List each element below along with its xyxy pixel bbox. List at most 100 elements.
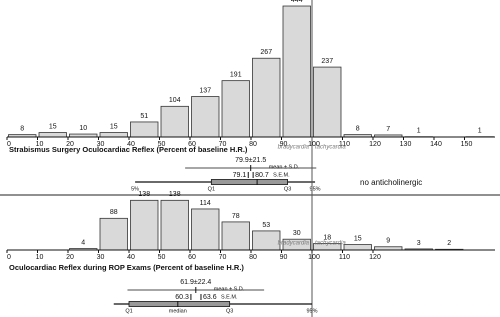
box bbox=[210, 179, 289, 185]
bar bbox=[191, 96, 220, 138]
x-tick-label: 130 bbox=[400, 141, 412, 148]
x-tick-label: 80 bbox=[249, 141, 257, 148]
percentile-label: Q3 bbox=[284, 186, 291, 192]
x-tick-label: 90 bbox=[280, 141, 288, 148]
bar-label: 53 bbox=[262, 222, 270, 229]
bar bbox=[130, 199, 159, 251]
x-tick-label: 120 bbox=[369, 141, 381, 148]
annotation: bradycardia bbox=[278, 145, 310, 151]
bar bbox=[252, 57, 281, 138]
percentile-label: 95% bbox=[306, 308, 317, 314]
x-tick-label: 150 bbox=[461, 141, 473, 148]
x-tick-label: 60 bbox=[188, 254, 196, 261]
mean-caption: mean ± S.D. bbox=[214, 286, 245, 292]
sem-label: 80.7 bbox=[255, 172, 269, 179]
x-tick-label: 10 bbox=[36, 254, 44, 261]
x-tick-label: 40 bbox=[127, 254, 135, 261]
x-tick-label: 110 bbox=[339, 254, 350, 261]
x-tick-label: 120 bbox=[369, 254, 381, 261]
bar bbox=[160, 105, 189, 138]
percentile-label: median bbox=[169, 308, 187, 314]
x-tick-label: 0 bbox=[7, 254, 11, 261]
mean-label: 79.9±21.5 bbox=[235, 157, 266, 164]
note: no anticholinergic bbox=[360, 178, 422, 187]
x-tick-label: 70 bbox=[219, 141, 227, 148]
sem-label: 60.3 bbox=[175, 294, 189, 301]
bar-label: 8 bbox=[20, 125, 24, 132]
percentile-label: 5% bbox=[131, 186, 139, 192]
bar-label: 191 bbox=[230, 71, 242, 78]
sem-caption: S.E.M. bbox=[221, 294, 238, 300]
annotation: tachycardia bbox=[315, 145, 346, 151]
percentile-label: 95% bbox=[310, 186, 321, 192]
bar bbox=[99, 132, 128, 138]
bar-label: 444 bbox=[291, 0, 303, 4]
bar-label: 78 bbox=[232, 213, 240, 220]
bar-label: 15 bbox=[49, 123, 57, 130]
x-tick-label: 0 bbox=[7, 141, 11, 148]
bar bbox=[252, 230, 281, 251]
x-tick-label: 30 bbox=[97, 141, 105, 148]
bar-label: 10 bbox=[79, 125, 87, 132]
bar-label: 3 bbox=[417, 240, 421, 247]
x-tick-label: 40 bbox=[127, 141, 135, 148]
bar-label: 137 bbox=[199, 87, 211, 94]
bar bbox=[99, 217, 128, 251]
bar-label: 8 bbox=[356, 125, 360, 132]
percentile-label: Q1 bbox=[208, 186, 215, 192]
bar-label: 138 bbox=[169, 191, 181, 198]
sem-label: 79.1 bbox=[233, 172, 247, 179]
x-tick-label: 100 bbox=[308, 254, 320, 261]
bar-label: 1 bbox=[478, 128, 482, 135]
x-tick-label: 90 bbox=[280, 254, 288, 261]
x-tick-label: 100 bbox=[308, 141, 320, 148]
bar-label: 9 bbox=[386, 238, 390, 245]
bar-label: 1 bbox=[417, 128, 421, 135]
bar-label: 4 bbox=[81, 239, 85, 246]
annotation: bradycardia bbox=[278, 241, 310, 247]
mean-caption: mean ± S.D. bbox=[269, 164, 300, 170]
x-tick-label: 50 bbox=[158, 254, 166, 261]
bar-label: 114 bbox=[200, 200, 211, 207]
box bbox=[128, 301, 231, 307]
bar bbox=[38, 132, 67, 138]
bar bbox=[191, 208, 220, 251]
x-tick-label: 50 bbox=[158, 141, 166, 148]
bar bbox=[313, 66, 342, 138]
bar-label: 138 bbox=[138, 191, 150, 198]
mean-label: 61.9±22.4 bbox=[180, 279, 211, 286]
bar-label: 7 bbox=[386, 126, 390, 133]
percentile-label: Q1 bbox=[125, 308, 132, 314]
x-tick-label: 10 bbox=[36, 141, 44, 148]
bar bbox=[130, 121, 159, 138]
chart-title: Strabismus Surgery Oculocardiac Reflex (… bbox=[9, 145, 248, 154]
x-tick-label: 20 bbox=[66, 254, 74, 261]
bar-label: 237 bbox=[321, 58, 333, 65]
bar-label: 15 bbox=[354, 235, 362, 242]
bar bbox=[343, 244, 372, 251]
sem-caption: S.E.M. bbox=[273, 172, 290, 178]
annotation: tachycardia bbox=[315, 241, 346, 247]
bar-label: 30 bbox=[293, 230, 301, 237]
chart-title: Oculocardiac Reflex during ROP Exams (Pe… bbox=[9, 263, 244, 272]
bar bbox=[221, 80, 250, 138]
bar bbox=[221, 221, 250, 251]
bar-label: 18 bbox=[323, 234, 331, 241]
bar-label: 2 bbox=[447, 240, 451, 247]
x-tick-label: 60 bbox=[188, 141, 196, 148]
bar-label: 51 bbox=[140, 113, 148, 120]
x-tick-label: 110 bbox=[339, 141, 350, 148]
bar-label: 104 bbox=[169, 97, 181, 104]
bar-label: 267 bbox=[260, 49, 272, 56]
sem-label: 63.6 bbox=[203, 294, 217, 301]
bar bbox=[160, 199, 189, 251]
x-tick-label: 80 bbox=[249, 254, 257, 261]
x-tick-label: 70 bbox=[219, 254, 227, 261]
percentile-label: Q3 bbox=[226, 308, 233, 314]
x-tick-label: 30 bbox=[97, 254, 105, 261]
bar bbox=[282, 5, 311, 138]
bar-label: 15 bbox=[110, 123, 118, 130]
bar-label: 88 bbox=[110, 209, 118, 216]
x-tick-label: 20 bbox=[66, 141, 74, 148]
